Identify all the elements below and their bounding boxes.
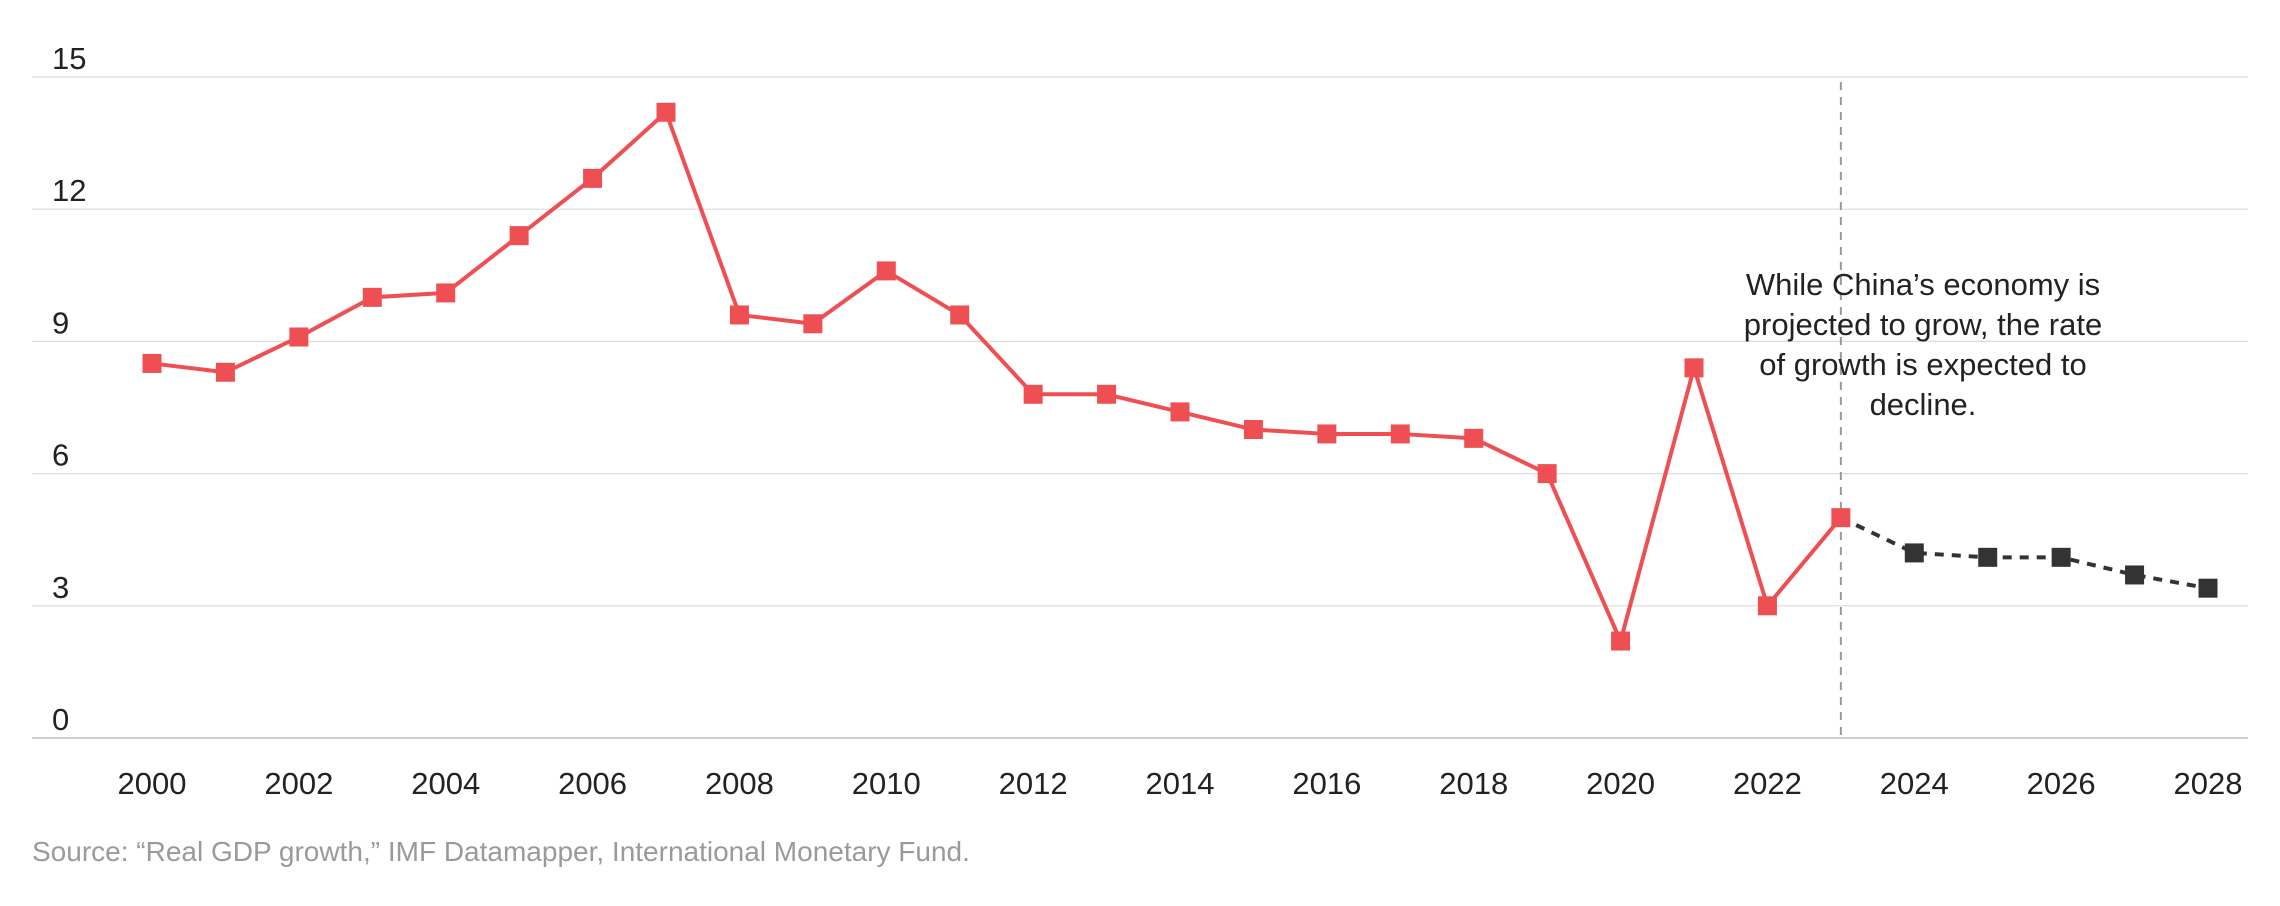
projection-point-2027 — [2125, 565, 2145, 585]
x-tick-label: 2010 — [852, 766, 921, 801]
x-tick-label: 2026 — [2027, 766, 2096, 801]
x-tick-label: 2000 — [118, 766, 187, 801]
actual-point-2022 — [1757, 596, 1777, 616]
annotation-line: While China’s economy is — [1746, 267, 2100, 302]
x-tick-label: 2008 — [705, 766, 774, 801]
series-lines — [151, 110, 2209, 644]
annotation: While China’s economy is projected to gro… — [1744, 267, 2102, 422]
actual-point-2009 — [803, 314, 823, 334]
annotation-line: of growth is expected to — [1759, 347, 2086, 382]
actual-point-2004 — [436, 283, 456, 303]
actual-point-2002 — [289, 327, 309, 347]
actual-point-2006 — [583, 168, 603, 188]
x-tick-label: 2014 — [1146, 766, 1215, 801]
x-tick-label: 2012 — [999, 766, 1068, 801]
actual-point-2000 — [142, 353, 162, 373]
x-tick-label: 2002 — [264, 766, 333, 801]
actual-point-2020 — [1611, 631, 1631, 651]
y-tick-label: 6 — [52, 438, 69, 473]
x-tick-label: 2020 — [1586, 766, 1655, 801]
projection-point-2028 — [2198, 578, 2218, 598]
projection-point-2025 — [1978, 547, 1998, 567]
x-tick-label: 2006 — [558, 766, 627, 801]
x-tick-label: 2028 — [2174, 766, 2243, 801]
actual-point-2014 — [1170, 402, 1190, 422]
projection-point-2024 — [1904, 543, 1924, 563]
x-tick-label: 2022 — [1733, 766, 1802, 801]
y-tick-label: 0 — [52, 702, 69, 737]
y-tick-label: 15 — [52, 41, 86, 76]
actual-point-2001 — [215, 362, 235, 382]
actual-point-2007 — [656, 102, 676, 122]
actual-point-2011 — [950, 305, 970, 325]
annotation-line: decline. — [1870, 387, 1977, 422]
annotation-line: projected to grow, the rate — [1744, 307, 2102, 342]
actual-point-2010 — [876, 261, 896, 281]
x-axis-ticks: 2000 2002 2004 2006 2008 2010 2012 2014 2016 2018… — [118, 766, 2243, 801]
actual-point-2016 — [1317, 424, 1337, 444]
y-axis-ticks: 0 3 6 9 12 15 — [52, 41, 86, 737]
series-markers — [142, 102, 2218, 651]
actual-point-2013 — [1097, 384, 1117, 404]
x-tick-label: 2016 — [1292, 766, 1361, 801]
actual-point-2005 — [509, 226, 529, 246]
actual-point-2012 — [1023, 384, 1043, 404]
actual-point-2015 — [1243, 420, 1263, 440]
actual-point-2017 — [1390, 424, 1410, 444]
actual-series-line — [151, 110, 1843, 644]
grid-lines — [32, 76, 2248, 739]
actual-point-2023 — [1831, 508, 1851, 528]
projection-point-2026 — [2051, 547, 2071, 567]
projection-series-line — [1839, 515, 2209, 591]
actual-point-2018 — [1464, 428, 1484, 448]
y-tick-label: 12 — [52, 173, 86, 208]
actual-point-2019 — [1537, 464, 1557, 484]
y-tick-label: 9 — [52, 305, 69, 340]
y-tick-label: 3 — [52, 570, 69, 605]
actual-point-2021 — [1684, 358, 1704, 378]
actual-point-2003 — [362, 287, 382, 307]
x-tick-label: 2018 — [1439, 766, 1508, 801]
actual-point-2008 — [729, 305, 749, 325]
source-note: Source: “Real GDP growth,” IMF Datamappe… — [32, 836, 970, 867]
x-tick-label: 2024 — [1880, 766, 1949, 801]
x-tick-label: 2004 — [411, 766, 480, 801]
